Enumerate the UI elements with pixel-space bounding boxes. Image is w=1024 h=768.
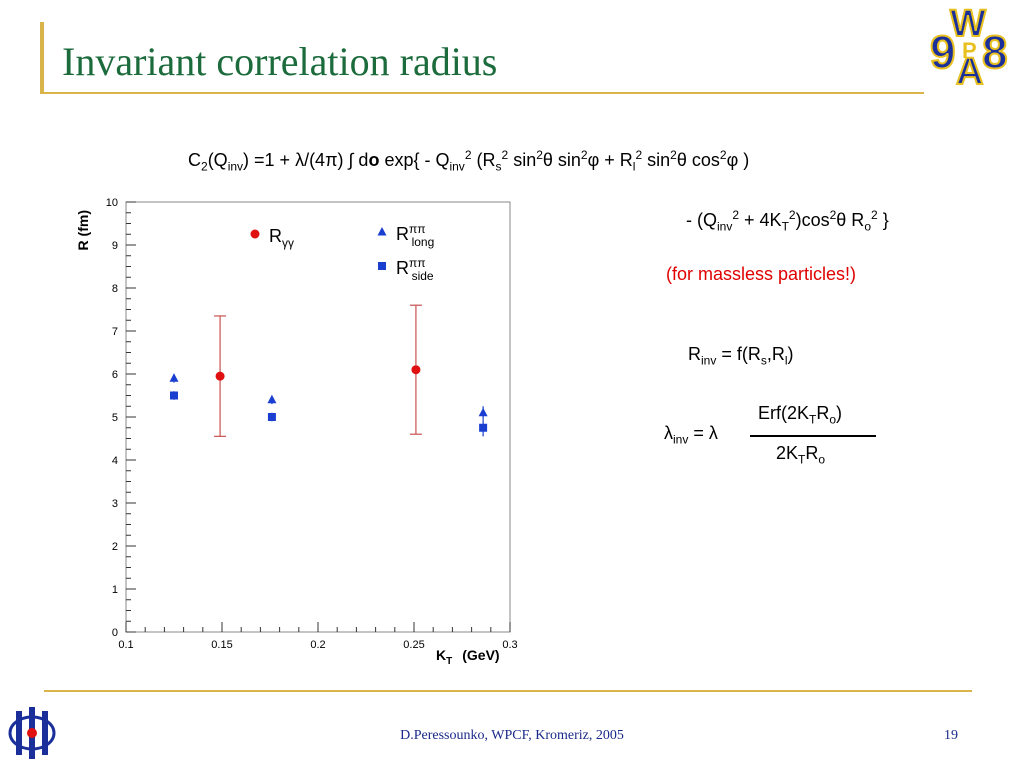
y-tick-label: 8 <box>112 283 118 295</box>
pion-long-point-legend <box>377 227 387 236</box>
lambda-denominator: 2KTRo <box>776 443 826 467</box>
legend-label: Rππ long <box>396 222 434 249</box>
y-tick-label: 9 <box>112 240 118 252</box>
svg-text:9: 9 <box>930 26 956 78</box>
pion-long-point <box>478 407 488 417</box>
svg-text:8: 8 <box>982 26 1008 78</box>
y-tick-label: 10 <box>106 197 118 209</box>
svg-text:P: P <box>962 38 977 63</box>
massless-note: (for massless particles!) <box>666 264 857 284</box>
lambda-inv-lhs: λinv = λ <box>664 423 718 447</box>
slide-title: Invariant correlation radius <box>62 39 498 84</box>
y-tick-label: 1 <box>112 584 118 596</box>
fraction-line <box>750 435 876 437</box>
plot-frame <box>125 201 511 633</box>
wpcf-logo-icon: 9 8 W A P <box>929 2 1009 90</box>
legend-label: Rππ side <box>396 256 434 283</box>
formula-line-2: - (Qinv2 + 4KT2)cos2θ Ro2 } <box>686 208 889 234</box>
x-tick-label: 0.2 <box>310 639 325 651</box>
pion-side-point <box>170 391 178 400</box>
rinv-formula: Rinv = f(Rs,Rl) <box>688 344 794 368</box>
x-axis-label: KT (GeV) <box>436 647 500 667</box>
svg-text:W: W <box>950 3 986 45</box>
y-axis-label: R (fm) <box>75 210 91 250</box>
x-tick-label: 0.1 <box>118 639 133 651</box>
radius-vs-kt-chart: 0 1 2 3 4 5 6 7 8 9 10 0.1 0.15 0.2 0.25 0.3 R (fm) KT(… <box>75 197 518 667</box>
x-tick-label: 0.3 <box>502 639 517 651</box>
pion-side-point-legend <box>378 262 386 270</box>
title-underline <box>44 92 924 94</box>
pion-side-point <box>479 423 488 432</box>
y-tick-label: 4 <box>112 455 118 467</box>
lambda-numerator: Erf(2KTRo) <box>758 403 843 427</box>
y-tick-label: 6 <box>112 369 118 381</box>
page-number: 19 <box>944 728 958 743</box>
pion-long-point <box>267 394 277 404</box>
svg-text:A: A <box>956 51 983 90</box>
x-tick-label: 0.15 <box>211 639 232 651</box>
y-tick-label: 7 <box>112 326 118 338</box>
title-accent-bar <box>40 22 44 94</box>
footer-line <box>44 690 972 692</box>
footer-credit: D.Peressounko, WPCF, Kromeriz, 2005 <box>400 728 624 743</box>
institute-logo-icon <box>8 707 56 759</box>
pion-long-point <box>169 373 179 382</box>
y-tick-label: 5 <box>112 412 118 424</box>
pion-side-point <box>267 413 276 421</box>
gamma-gamma-point <box>215 371 225 381</box>
y-tick-label: 2 <box>112 541 118 553</box>
y-tick-label: 0 <box>112 627 118 639</box>
y-tick-label: 3 <box>112 498 118 510</box>
formula-line-1: C2(Qinv) =1 + λ/(4π) ∫ do exp{ - Qinv2 (… <box>188 148 750 174</box>
x-tick-label: 0.25 <box>403 639 424 651</box>
gamma-gamma-point-legend <box>250 229 260 239</box>
gamma-gamma-point <box>411 365 421 375</box>
legend-label: Rγγ <box>269 226 294 250</box>
